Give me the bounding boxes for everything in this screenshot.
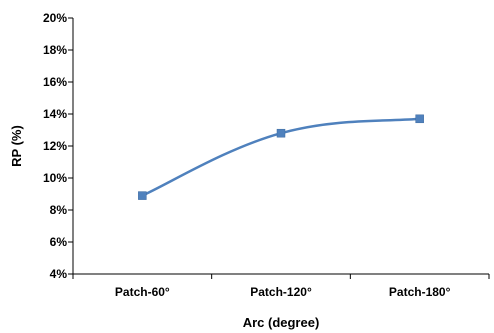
x-axis-ticks: Patch-60° Patch-120° Patch-180° — [72, 274, 490, 299]
plot-area — [72, 18, 489, 275]
series-layer — [138, 114, 424, 200]
data-point — [138, 191, 147, 200]
y-tick-label: 14% — [43, 107, 67, 121]
y-axis-ticks: 4% 6% 8% 10% 12% 14% 16% 18% 20% — [43, 11, 73, 281]
x-axis-title: Arc (degree) — [243, 315, 320, 330]
x-tick-label: Patch-180° — [389, 285, 451, 299]
y-tick-label: 12% — [43, 139, 67, 153]
x-tick-label: Patch-60° — [115, 285, 170, 299]
y-tick-label: 6% — [50, 235, 68, 249]
y-tick-label: 8% — [50, 203, 68, 217]
x-tick-label: Patch-120° — [250, 285, 312, 299]
y-axis-title: RP (%) — [9, 125, 24, 167]
y-tick-label: 10% — [43, 171, 67, 185]
data-point — [415, 114, 424, 124]
y-tick-label: 4% — [50, 267, 68, 281]
y-tick-label: 20% — [43, 11, 67, 25]
y-tick-label: 16% — [43, 75, 67, 89]
y-tick-label: 18% — [43, 43, 67, 57]
data-point — [276, 128, 286, 138]
